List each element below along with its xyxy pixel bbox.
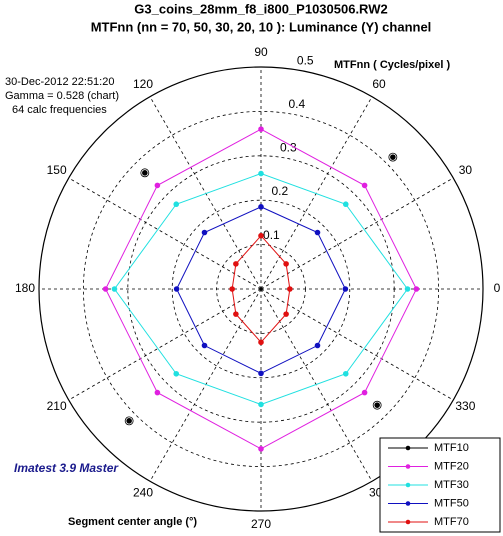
legend-marker	[405, 445, 411, 451]
marker	[201, 342, 208, 349]
legend-label: MTF20	[434, 460, 469, 472]
r-tick-label: 0.1	[263, 228, 280, 242]
legend-label: MTF70	[434, 516, 469, 528]
legend-marker	[405, 501, 411, 506]
r-tick-label: 0.4	[288, 97, 305, 111]
legend-label: MTF50	[434, 497, 469, 509]
marker-ring	[388, 152, 398, 162]
angle-tick-label: 210	[47, 399, 67, 413]
marker	[142, 170, 148, 176]
grid-ring	[38, 66, 484, 512]
chart-title: G3_coins_28mm_f8_i800_P1030506.RW2	[134, 1, 387, 16]
marker	[233, 311, 239, 317]
spoke	[260, 177, 454, 290]
spoke	[68, 288, 262, 401]
marker	[111, 286, 118, 292]
marker	[173, 370, 180, 377]
marker	[314, 229, 321, 236]
r-tick-label: 0.3	[280, 141, 297, 155]
marker	[283, 311, 289, 317]
angle-tick-label: 120	[133, 77, 153, 91]
marker	[283, 261, 289, 267]
chart-subtitle: MTFnn (nn = 70, 50, 30, 20, 10 ): Lumina…	[91, 19, 432, 34]
marker	[258, 232, 264, 239]
marker	[413, 286, 420, 292]
marker	[233, 261, 239, 267]
marker	[258, 339, 264, 346]
angle-tick-label: 30	[459, 163, 473, 177]
watermark: Imatest 3.9 Master	[14, 461, 119, 475]
angle-tick-label: 270	[251, 517, 271, 531]
grid-ring	[127, 155, 395, 423]
angle-tick-label: 60	[372, 77, 386, 91]
marker	[342, 201, 349, 208]
r-tick-label: 0.5	[297, 53, 314, 67]
legend-label: MTF10	[434, 442, 469, 454]
angle-tick-label: 150	[47, 163, 67, 177]
marker	[258, 370, 264, 377]
r-tick-label: 0.2	[272, 184, 289, 198]
marker	[342, 370, 349, 377]
legend-label: MTF30	[434, 479, 469, 491]
marker	[258, 170, 264, 177]
angle-tick-label: 330	[455, 399, 475, 413]
marker	[258, 204, 264, 210]
marker	[126, 418, 132, 424]
spoke	[260, 288, 454, 401]
grid-ring	[216, 244, 306, 334]
legend-marker	[405, 464, 411, 469]
marker	[361, 389, 368, 396]
legend-marker	[405, 482, 411, 488]
marker	[342, 286, 349, 292]
angle-tick-label: 0	[494, 281, 501, 295]
marker	[258, 126, 264, 132]
marker	[258, 446, 264, 452]
marker	[361, 182, 368, 189]
marker	[173, 286, 180, 292]
r-label: MTFnn ( Cycles/pixel )	[334, 59, 450, 71]
marker	[287, 286, 293, 292]
marker	[154, 389, 161, 396]
marker	[314, 342, 321, 349]
angle-tick-label: 90	[254, 45, 268, 59]
note: 30-Dec-2012 22:51:20	[5, 76, 114, 88]
marker-ring	[372, 400, 382, 410]
marker-ring	[140, 168, 150, 178]
marker	[258, 401, 264, 408]
grid-ring	[171, 199, 351, 379]
marker	[229, 286, 235, 292]
angle-tick-label: 180	[15, 281, 35, 295]
spoke	[68, 177, 262, 290]
marker	[201, 229, 208, 236]
marker	[374, 402, 380, 408]
marker	[404, 286, 411, 292]
angle-tick-label: 240	[133, 486, 153, 500]
legend-marker	[405, 519, 411, 525]
marker	[390, 154, 396, 160]
marker	[173, 201, 180, 208]
note: 64 calc frequencies	[12, 104, 107, 116]
marker-ring	[124, 416, 134, 426]
note: Gamma = 0.528 (chart)	[5, 90, 119, 102]
grid-ring	[82, 110, 440, 468]
marker	[102, 286, 109, 292]
marker	[154, 182, 161, 189]
x-axis-label: Segment center angle (°)	[68, 516, 197, 528]
